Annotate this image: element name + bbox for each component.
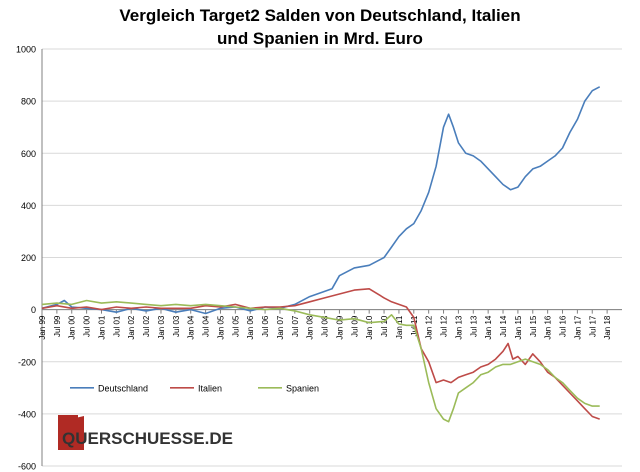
x-tick-label: Jul 09 <box>350 315 359 337</box>
x-tick-label: Jan 10 <box>365 315 374 340</box>
watermark-logo: QUERSCHUESSE.DE <box>58 415 233 450</box>
x-tick-label: Jan 02 <box>127 315 136 340</box>
y-tick-label: 1000 <box>16 45 36 55</box>
legend: Deutschland Italien Spanien <box>70 383 319 393</box>
y-tick-label: 0 <box>31 305 36 315</box>
legend-label-deutschland: Deutschland <box>98 383 148 393</box>
watermark-red-shape <box>58 416 84 450</box>
x-tick-label: Jan 14 <box>484 315 493 340</box>
y-tick-label: -400 <box>18 409 36 419</box>
x-tick-label: Jul 16 <box>559 315 568 337</box>
x-tick-label: Jul 14 <box>499 315 508 337</box>
y-tick-label: 600 <box>21 149 36 159</box>
x-tick-label: Jan 12 <box>425 315 434 340</box>
y-tick-label: 400 <box>21 201 36 211</box>
watermark-text: QUERSCHUESSE.DE <box>62 429 233 448</box>
series-line-spanien <box>41 299 600 423</box>
series-line-deutschland <box>41 86 601 315</box>
series-line-italien <box>41 288 600 420</box>
y-tick-label: 800 <box>21 97 36 107</box>
gridlines <box>42 48 622 467</box>
x-tick-label: Jan 15 <box>514 315 523 340</box>
x-tick-label: Jul 15 <box>529 315 538 337</box>
x-tick-label: Jul 08 <box>321 315 330 337</box>
legend-label-spanien: Spanien <box>286 383 319 393</box>
y-tick-label: -600 <box>18 462 36 472</box>
x-tick-label: Jul 05 <box>231 315 240 337</box>
x-tick-label: Jul 01 <box>112 315 121 337</box>
chart-title-line-2: und Spanien in Mrd. Euro <box>217 29 423 48</box>
series-lines <box>41 86 601 423</box>
x-tick-label: Jul 17 <box>588 315 597 337</box>
x-tick-label: Jan 18 <box>603 315 612 340</box>
y-tick-label: 200 <box>21 253 36 263</box>
x-tick-label: Jul 06 <box>261 315 270 337</box>
x-tick-label: Jul 00 <box>83 315 92 337</box>
x-tick-label: Jan 08 <box>306 315 315 340</box>
x-tick-label: Jul 12 <box>440 315 449 337</box>
x-tick-label: Jan 03 <box>157 315 166 340</box>
x-tick-label: Jan 00 <box>68 315 77 340</box>
x-tick-label: Jan 07 <box>276 315 285 340</box>
legend-label-italien: Italien <box>198 383 222 393</box>
x-tick-label: Jan 05 <box>216 315 225 340</box>
x-tick-label: Jul 10 <box>380 315 389 337</box>
y-tick-label: -200 <box>18 357 36 367</box>
x-tick-label: Jan 13 <box>454 315 463 340</box>
x-tick-label: Jan 06 <box>246 315 255 340</box>
x-tick-label: Jul 03 <box>172 315 181 337</box>
x-tick-label: Jan 04 <box>187 315 196 340</box>
x-tick-label: Jul 99 <box>53 315 62 337</box>
chart-title-line-1: Vergleich Target2 Salden von Deutschland… <box>119 6 521 25</box>
x-tick-label: Jan 99 <box>38 315 47 340</box>
x-tick-label: Jul 04 <box>202 315 211 337</box>
x-tick-label: Jan 11 <box>395 315 404 339</box>
x-tick-label: Jul 07 <box>291 315 300 337</box>
x-tick-label: Jan 09 <box>335 315 344 340</box>
x-tick-label: Jan 17 <box>573 315 582 340</box>
x-tick-label: Jul 13 <box>469 315 478 337</box>
x-tick-label: Jan 16 <box>544 315 553 340</box>
x-tick-label: Jul 02 <box>142 315 151 337</box>
x-tick-label: Jan 01 <box>97 315 106 340</box>
